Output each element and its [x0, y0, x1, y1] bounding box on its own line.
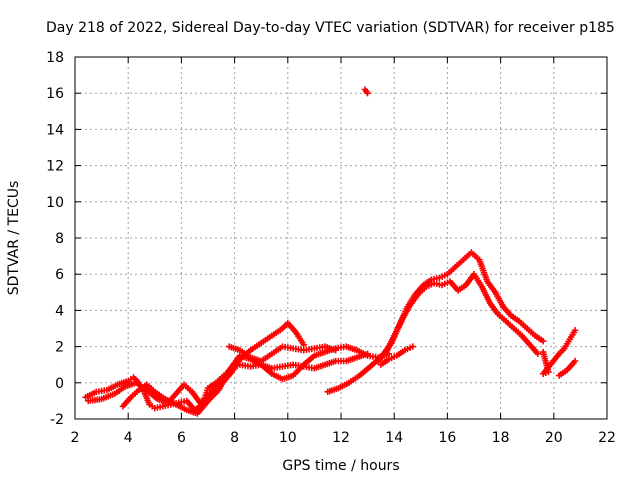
data-point	[539, 337, 547, 345]
y-tick-label: -2	[50, 412, 64, 428]
series-track-f	[375, 271, 542, 365]
x-tick-label: 20	[545, 430, 563, 446]
data-points	[82, 86, 579, 417]
y-tick-label: 2	[55, 340, 64, 356]
x-tick-label: 22	[598, 430, 616, 446]
x-tick-label: 2	[71, 430, 80, 446]
plot-frame	[74, 56, 608, 420]
series-track-h	[539, 327, 579, 379]
y-axis-label: SDTVAR / TECUs	[6, 181, 22, 296]
y-tick-label: 8	[55, 231, 64, 247]
x-axis-label: GPS time / hours	[282, 458, 399, 474]
data-point	[332, 347, 339, 354]
y-tick-label: 0	[55, 376, 64, 392]
y-tick-label: 10	[46, 195, 64, 211]
x-tick-label: 8	[230, 430, 239, 446]
x-tick-label: 16	[438, 430, 456, 446]
x-tick-label: 4	[124, 430, 133, 446]
x-tick-label: 14	[385, 430, 403, 446]
y-tick-label: 12	[46, 159, 64, 175]
series-track-b	[85, 319, 307, 406]
y-tick-label: 4	[55, 303, 64, 319]
x-tick-labels: 2 4 6 8 10 12 14 16 18 20 22	[71, 430, 616, 446]
grid-lines	[75, 57, 607, 419]
data-point	[534, 350, 542, 358]
data-point	[571, 327, 579, 334]
data-point	[300, 341, 307, 348]
data-point	[409, 343, 417, 350]
y-tick-label: 18	[46, 50, 64, 66]
y-tick-label: 14	[46, 122, 64, 138]
series-outlier	[361, 86, 371, 97]
y-tick-label: 16	[46, 86, 64, 102]
series-track-g	[377, 343, 417, 368]
x-tick-label: 12	[332, 430, 350, 446]
series-track-e	[324, 249, 547, 396]
y-tick-labels: -2 0 2 4 6 8 10 12 14 16 18	[46, 50, 64, 428]
chart-title: Day 218 of 2022, Sidereal Day-to-day VTE…	[46, 20, 615, 36]
data-point	[364, 90, 371, 97]
data-point	[571, 357, 579, 365]
x-tick-label: 6	[177, 430, 186, 446]
series-track-d	[226, 343, 339, 365]
x-tick-label: 10	[279, 430, 297, 446]
x-tick-label: 18	[492, 430, 510, 446]
y-tick-label: 6	[55, 267, 64, 283]
